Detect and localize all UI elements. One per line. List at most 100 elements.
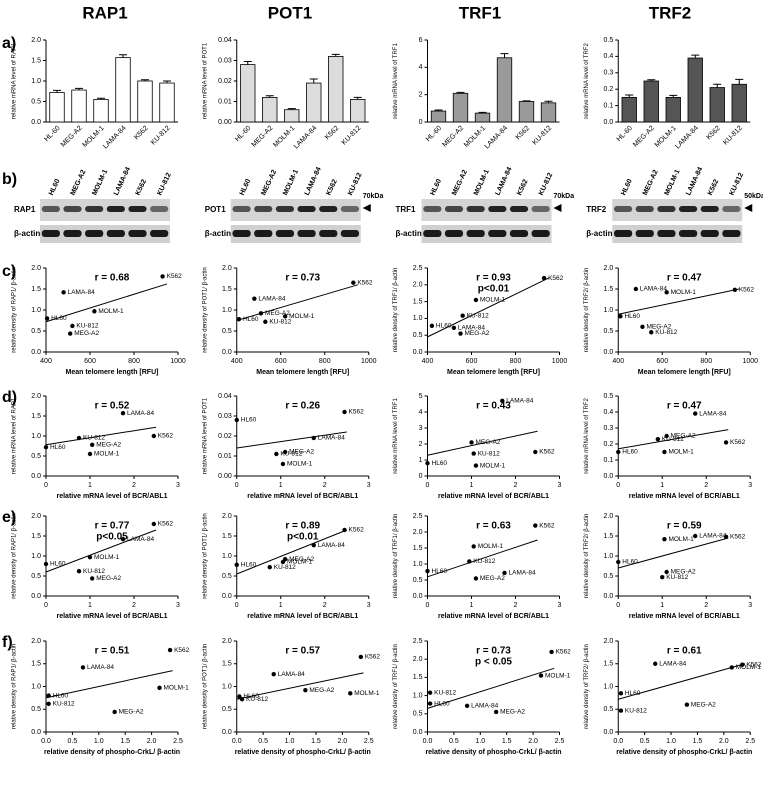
y-tick-label: 2.5: [413, 638, 423, 645]
x-tick-label: 3: [748, 482, 752, 489]
point-label: MOLM-1: [287, 461, 313, 468]
x-tick-label: 2: [132, 482, 136, 489]
data-point: [303, 687, 308, 693]
data-point: [87, 555, 93, 560]
blot-image: [40, 225, 170, 243]
data-point: [282, 449, 288, 455]
x-tick-label: 2.5: [173, 738, 183, 745]
annotation: p<0.01: [287, 532, 319, 543]
x-tick-label: 1.0: [94, 738, 104, 745]
data-point: [729, 665, 734, 670]
data-point: [732, 287, 738, 293]
x-tick-label: LAMA-84: [674, 125, 700, 151]
bar: [328, 56, 344, 123]
point-label: KU-812: [76, 323, 98, 330]
x-tick-label: 600: [275, 358, 287, 365]
point-label: MOLM-1: [289, 313, 315, 320]
point-label: KU-812: [434, 689, 456, 696]
x-tick-label: 3: [176, 482, 180, 489]
x-tick-label: 2: [514, 482, 518, 489]
y-axis-label: relative density of RAP1/ β-actin: [12, 513, 18, 599]
y-tick-label: 1.0: [413, 692, 423, 699]
point-label: MOLM-1: [94, 451, 120, 458]
point-label: HL60: [243, 693, 259, 700]
y-tick-label: 1.0: [604, 553, 614, 560]
point-label: LAMA-84: [506, 398, 533, 405]
point-label: LAMA-84: [87, 664, 114, 671]
x-tick-label: 400: [231, 358, 243, 365]
x-tick-label: 0: [44, 602, 48, 609]
y-tick-label: 2.0: [413, 529, 423, 536]
point-label: HL60: [50, 561, 66, 568]
point-label: MOLM-1: [94, 554, 120, 561]
x-tick-label: 2.0: [719, 738, 729, 745]
point-label: KU-812: [625, 707, 647, 714]
point-label: LAMA-84: [509, 570, 536, 577]
x-tick-label: 3: [558, 482, 562, 489]
point-label: HL60: [51, 315, 67, 322]
x-tick-label: 0.0: [232, 738, 242, 745]
data-point: [252, 296, 257, 301]
point-label: MEG-A2: [265, 310, 290, 317]
annotation: r = 0.47: [667, 401, 702, 412]
blot-protein-label: POT1: [205, 205, 226, 214]
x-tick-label: 0.0: [41, 738, 51, 745]
data-point: [68, 331, 73, 336]
y-tick-label: 2.0: [413, 656, 423, 663]
y-axis-label: relative mRNA level of POT1: [202, 42, 208, 119]
annotation: r = 0.26: [285, 401, 320, 412]
y-tick-label: 0.02: [218, 433, 232, 440]
point-label: MOLM-1: [478, 543, 504, 550]
annotation: r = 0.73: [285, 273, 320, 284]
point-label: K562: [539, 522, 555, 529]
y-tick-label: 2.0: [604, 513, 614, 520]
blot-band: [275, 230, 295, 237]
y-tick-label: 0.4: [604, 53, 614, 60]
bar: [71, 89, 87, 123]
x-tick-label: 1: [470, 602, 474, 609]
data-point: [342, 527, 347, 533]
y-tick-label: 0.5: [31, 328, 41, 335]
point-label: MOLM-1: [668, 536, 694, 543]
blot-band: [700, 230, 719, 237]
point-label: HL60: [436, 323, 452, 330]
y-tick-label: 0.5: [604, 573, 614, 580]
data-point: [662, 537, 667, 542]
point-label: KU-812: [83, 568, 105, 575]
y-tick-label: 0.03: [218, 413, 232, 420]
trend-line: [236, 284, 358, 321]
y-tick-label: 2.0: [222, 513, 232, 520]
x-tick-label: 800: [128, 358, 140, 365]
annotation: r = 0.47: [667, 273, 702, 284]
panel-label: b): [2, 171, 17, 188]
data-point: [655, 437, 661, 442]
bar: [49, 92, 65, 123]
data-point: [693, 533, 698, 539]
y-axis-label: relative density of TRF1/ β-actin: [393, 514, 399, 599]
y-tick-label: 2.5: [413, 513, 423, 520]
x-axis-label: relative density of phospho-CrkL/ β-acti…: [44, 749, 180, 756]
annotation: r = 0.51: [95, 646, 130, 657]
data-point: [239, 697, 245, 702]
point-label: K562: [730, 534, 746, 541]
y-tick-label: 1.0: [222, 553, 232, 560]
y-tick-label: 1.0: [413, 315, 423, 322]
x-tick-label: 600: [84, 358, 96, 365]
error-bar: [456, 91, 465, 94]
y-tick-label: 0.5: [222, 706, 232, 713]
y-tick-label: 1.0: [604, 307, 614, 314]
lane-label: LAMA-84: [685, 166, 704, 197]
annotation: r = 0.59: [667, 521, 702, 532]
bar: [115, 57, 131, 123]
data-point: [451, 325, 457, 331]
x-axis-label: relative mRNA level of BCR/ABL1: [57, 613, 168, 620]
data-point: [471, 544, 476, 549]
point-label: KU-812: [274, 564, 296, 571]
y-tick-label: 1.0: [31, 553, 41, 560]
data-point: [76, 435, 82, 441]
x-tick-label: 400: [40, 358, 52, 365]
error-bar: [331, 53, 340, 57]
panel-label: c): [2, 263, 16, 280]
panel-label: d): [2, 389, 17, 406]
lane-label: KU-812: [347, 172, 364, 197]
